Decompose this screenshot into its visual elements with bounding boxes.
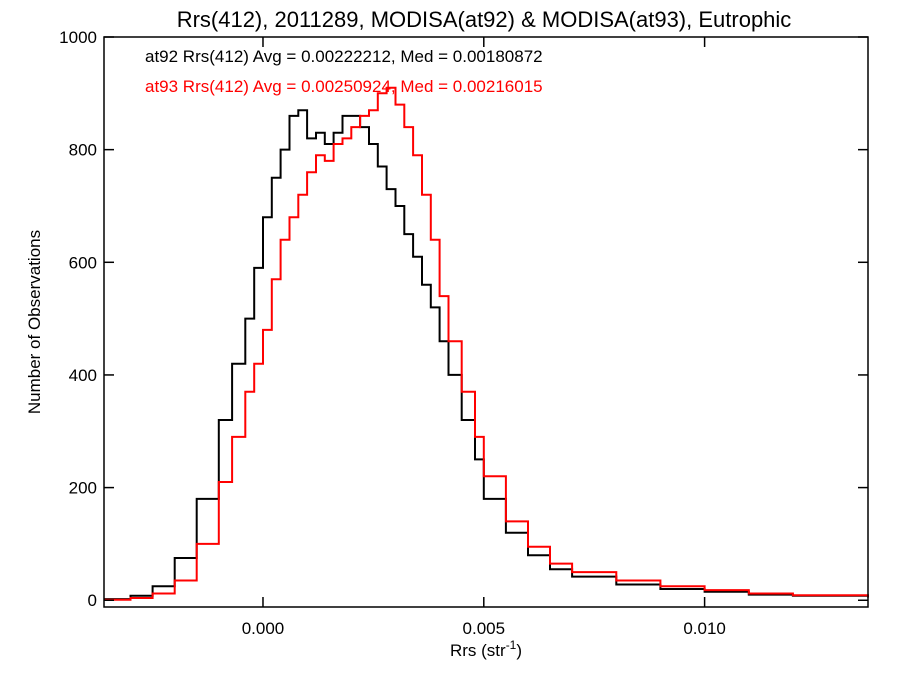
y-axis-label: Number of Observations [25, 230, 44, 414]
y-tick-label-2: 400 [69, 366, 97, 385]
series-1-histogram-line [104, 86, 869, 601]
series-0-histogram-line [104, 109, 869, 601]
y-tick-label-0: 0 [88, 591, 97, 610]
y-tick-label-4: 800 [69, 141, 97, 160]
chart-title: Rrs(412), 2011289, MODISA(at92) & MODISA… [177, 7, 792, 32]
plot-frame [103, 36, 869, 608]
x-tick-label-1: 0.005 [463, 619, 506, 638]
tick-layer: 0.000 0.005 0.010 0 200 400 600 800 1000 [59, 28, 868, 638]
y-tick-label-3: 600 [69, 253, 97, 272]
annotation-at93: at93 Rrs(412) Avg = 0.00250924, Med = 0.… [145, 77, 543, 96]
annotation-at92: at92 Rrs(412) Avg = 0.00222212, Med = 0.… [145, 47, 543, 66]
x-axis-label: Rrs (str-1) [450, 638, 522, 660]
y-tick-label-1: 200 [69, 479, 97, 498]
series-layer [104, 86, 869, 601]
y-tick-label-5: 1000 [59, 28, 97, 47]
x-tick-label-2: 0.010 [683, 619, 726, 638]
x-tick-label-0: 0.000 [242, 619, 285, 638]
